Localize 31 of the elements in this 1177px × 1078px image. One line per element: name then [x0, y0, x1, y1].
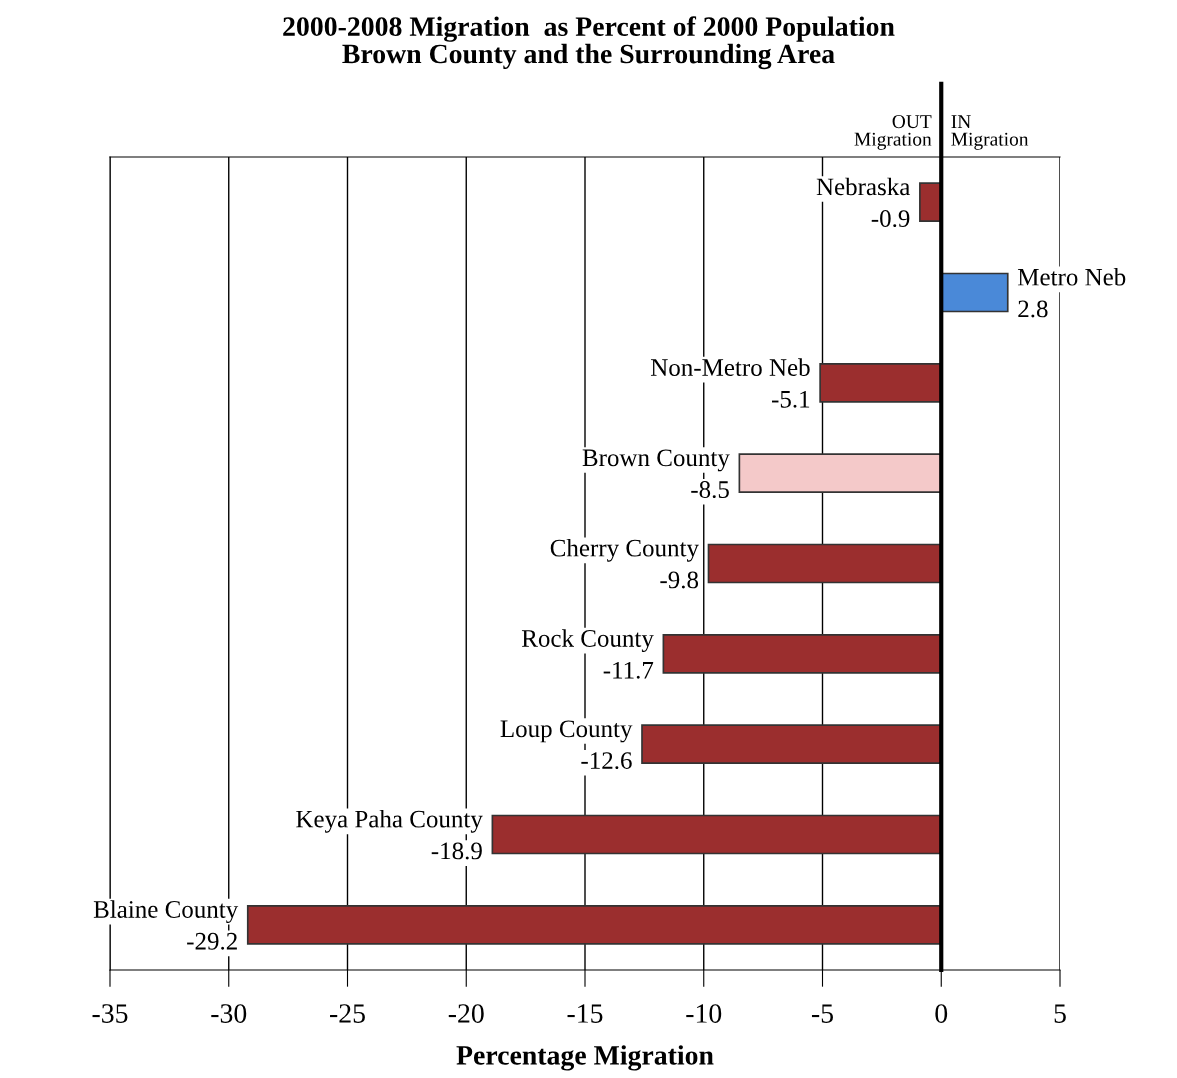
- x-tick-label: 5: [1054, 1004, 1066, 1023]
- data-label: -12.6: [581, 752, 632, 770]
- y-tick-label: Nebraska: [816, 177, 911, 196]
- text: OUT Migration: [854, 115, 932, 150]
- data-label: -11.7: [603, 661, 654, 679]
- x-tick-label: -15: [567, 1004, 603, 1023]
- y-tick-label: Keya Paha County: [296, 809, 483, 833]
- data-label: -18.9: [431, 842, 482, 860]
- y-tick-label: Loup County: [500, 720, 633, 743]
- y-tick-label: Non-Metro Neb: [650, 358, 810, 376]
- data-label: 2.8: [1018, 300, 1048, 318]
- y-tick-label: Rock County: [521, 629, 654, 653]
- x-tick-label: -5: [811, 1004, 833, 1023]
- x-tick-label: -10: [686, 1004, 722, 1023]
- y-tick-label: Cherry County: [550, 538, 699, 562]
- x-tick-label: -20: [448, 1004, 484, 1023]
- chart-title: 2000-2008 Migration as Percent of 2000 Population Brown County and the Surrounding Area: [283, 16, 895, 70]
- text: IN Migration: [951, 115, 1029, 150]
- y-tick-label: Metro Neb: [1017, 268, 1126, 286]
- x-tick-label: -30: [211, 1004, 247, 1023]
- y-tick-label: Blaine County: [93, 900, 239, 924]
- x-tick-label: -25: [330, 1004, 365, 1023]
- data-label: -5.1: [771, 390, 810, 408]
- data-label: -29.2: [187, 932, 237, 950]
- data-label: -8.5: [691, 481, 729, 499]
- x-tick-label: -35: [92, 1004, 128, 1023]
- x-axis-title: Percentage Migration: [456, 1045, 714, 1071]
- data-label: -0.9: [871, 210, 910, 228]
- x-tick-label: 0: [935, 1004, 948, 1023]
- data-label: -9.8: [660, 571, 699, 589]
- y-tick-label: Brown County: [582, 449, 730, 472]
